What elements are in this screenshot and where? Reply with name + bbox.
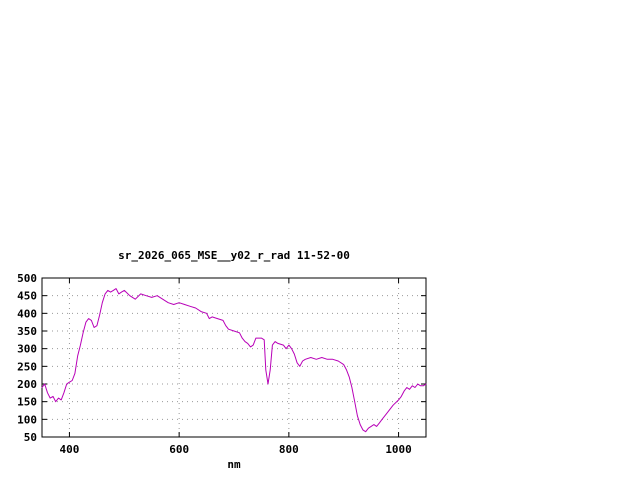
y-tick-label: 500 (17, 272, 37, 285)
chart-title: sr_2026_065_MSE__y02_r_rad 11-52-00 (118, 249, 350, 262)
y-tick-label: 450 (17, 290, 37, 303)
x-axis-label: nm (227, 458, 241, 471)
data-line (41, 288, 427, 433)
y-tick-label: 50 (24, 431, 37, 444)
y-tick-label: 300 (17, 343, 37, 356)
x-tick-label: 800 (279, 443, 299, 456)
y-tick-label: 250 (17, 360, 37, 373)
y-tick-label: 150 (17, 396, 37, 409)
x-tick-label: 400 (59, 443, 79, 456)
plot-border (41, 277, 427, 438)
x-tick-label: 600 (169, 443, 189, 456)
y-tick-label: 100 (17, 413, 37, 426)
x-tick-label: 1000 (385, 443, 412, 456)
y-tick-label: 400 (17, 307, 37, 320)
y-tick-label: 350 (17, 325, 37, 338)
y-tick-label: 200 (17, 378, 37, 391)
